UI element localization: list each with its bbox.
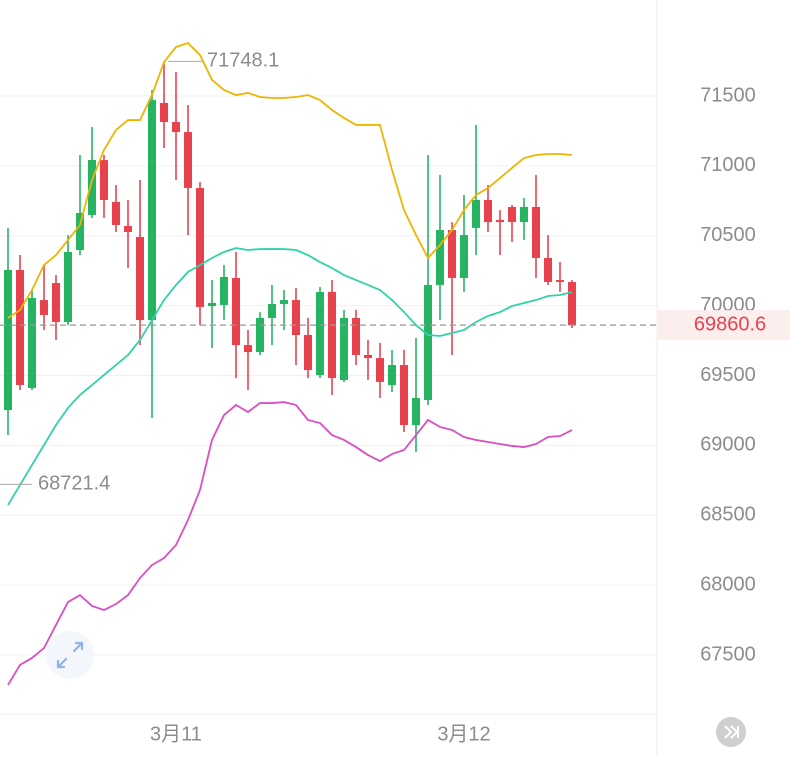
candle-body <box>136 237 144 321</box>
candle-body <box>280 300 288 304</box>
candle-body <box>124 225 132 232</box>
y-tick-label: 67500 <box>700 643 756 665</box>
candle-body <box>436 230 444 285</box>
candle-body <box>16 270 24 386</box>
candle-body <box>364 354 372 359</box>
candle-body <box>64 251 72 322</box>
scroll-end-icon[interactable] <box>724 725 739 739</box>
max-marker-label: 71748.1 <box>207 50 279 72</box>
candle-body <box>292 300 300 335</box>
candle-body <box>232 277 240 346</box>
candle-body <box>400 365 408 425</box>
candle-body <box>376 358 384 382</box>
expand-icon[interactable] <box>56 641 84 669</box>
candle-body <box>508 206 516 223</box>
y-tick-label: 68500 <box>700 504 756 526</box>
candle-body <box>76 212 84 251</box>
band-line <box>7 247 573 506</box>
expand-button[interactable] <box>46 631 94 679</box>
candle-body <box>448 230 456 278</box>
candle-body <box>148 100 156 321</box>
band-line <box>7 42 573 319</box>
candle-body <box>100 160 108 200</box>
candle-body <box>556 280 564 283</box>
candle-body <box>112 201 120 226</box>
candle-body <box>532 206 540 258</box>
candle-body <box>208 302 216 307</box>
x-tick-label: 3月12 <box>437 723 490 745</box>
candle-body <box>460 235 468 278</box>
candle-body <box>28 297 36 388</box>
candle-body <box>472 199 480 228</box>
candle-body <box>496 219 504 223</box>
current-price-box <box>657 310 790 341</box>
candle-body <box>412 398 420 425</box>
y-tick-label: 70500 <box>700 224 756 246</box>
candle-body <box>424 284 432 400</box>
expand-button-bg[interactable] <box>46 631 94 679</box>
candle-body <box>352 317 360 355</box>
x-tick-label: 3月11 <box>150 723 202 745</box>
scroll-end-button[interactable] <box>716 717 746 747</box>
candle-body <box>484 199 492 223</box>
candle-body <box>388 365 396 386</box>
y-tick-label: 71500 <box>700 84 756 106</box>
candle-body <box>328 291 336 379</box>
y-tick-label: 71000 <box>700 154 756 176</box>
candle-body <box>520 206 528 223</box>
y-tick-label: 68000 <box>700 573 756 595</box>
y-tick-label: 69500 <box>700 364 756 386</box>
candle-body <box>40 300 48 316</box>
candle-body <box>340 317 348 380</box>
candle-body <box>316 291 324 375</box>
y-tick-label: 69000 <box>700 434 756 456</box>
candle-body <box>268 303 276 318</box>
min-marker-label: 68721.4 <box>38 473 110 495</box>
axes: 6750068000685006900069500700007050071000… <box>150 84 756 745</box>
candle-body <box>568 282 576 326</box>
candle-body <box>160 102 168 123</box>
candle-body <box>4 270 12 411</box>
candle-body <box>196 187 204 308</box>
candle-body <box>256 317 264 353</box>
candle-body <box>244 345 252 353</box>
candle-body <box>52 283 60 322</box>
candle-body <box>220 276 228 305</box>
candle-body <box>88 160 96 215</box>
candle-body <box>304 334 312 371</box>
candle-body <box>544 257 552 283</box>
plot-area <box>0 42 576 686</box>
candle-body <box>172 122 180 133</box>
band-line <box>7 401 573 686</box>
candle-body <box>184 132 192 188</box>
current-price-label: 69860.6 <box>694 313 766 335</box>
